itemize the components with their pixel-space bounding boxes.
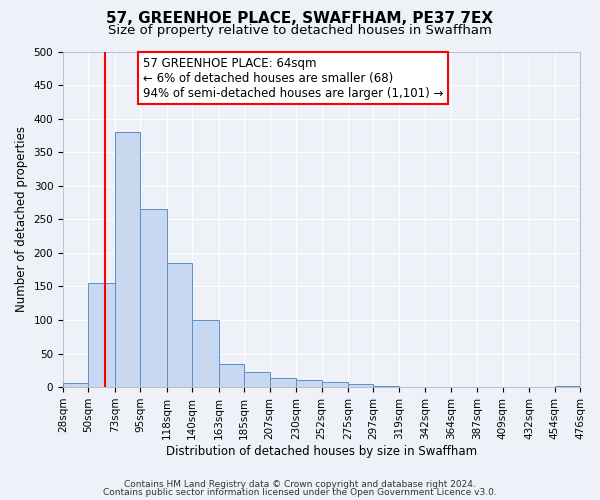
Bar [88, 283, 115, 387]
Bar [140, 209, 167, 387]
Bar [296, 380, 322, 387]
Bar [244, 372, 269, 387]
X-axis label: Distribution of detached houses by size in Swaffham: Distribution of detached houses by size … [166, 444, 477, 458]
Bar [192, 320, 219, 387]
Y-axis label: Number of detached properties: Number of detached properties [15, 126, 28, 312]
Bar [115, 132, 140, 387]
Bar [322, 382, 348, 387]
Bar [348, 384, 373, 387]
Bar [554, 386, 580, 387]
Bar [167, 263, 192, 387]
Text: Size of property relative to detached houses in Swaffham: Size of property relative to detached ho… [108, 24, 492, 37]
Text: 57 GREENHOE PLACE: 64sqm
← 6% of detached houses are smaller (68)
94% of semi-de: 57 GREENHOE PLACE: 64sqm ← 6% of detache… [143, 56, 443, 100]
Bar [219, 364, 244, 387]
Text: Contains HM Land Registry data © Crown copyright and database right 2024.: Contains HM Land Registry data © Crown c… [124, 480, 476, 489]
Text: 57, GREENHOE PLACE, SWAFFHAM, PE37 7EX: 57, GREENHOE PLACE, SWAFFHAM, PE37 7EX [106, 11, 494, 26]
Bar [373, 386, 399, 387]
Text: Contains public sector information licensed under the Open Government Licence v3: Contains public sector information licen… [103, 488, 497, 497]
Bar [269, 378, 296, 387]
Bar [63, 383, 88, 387]
